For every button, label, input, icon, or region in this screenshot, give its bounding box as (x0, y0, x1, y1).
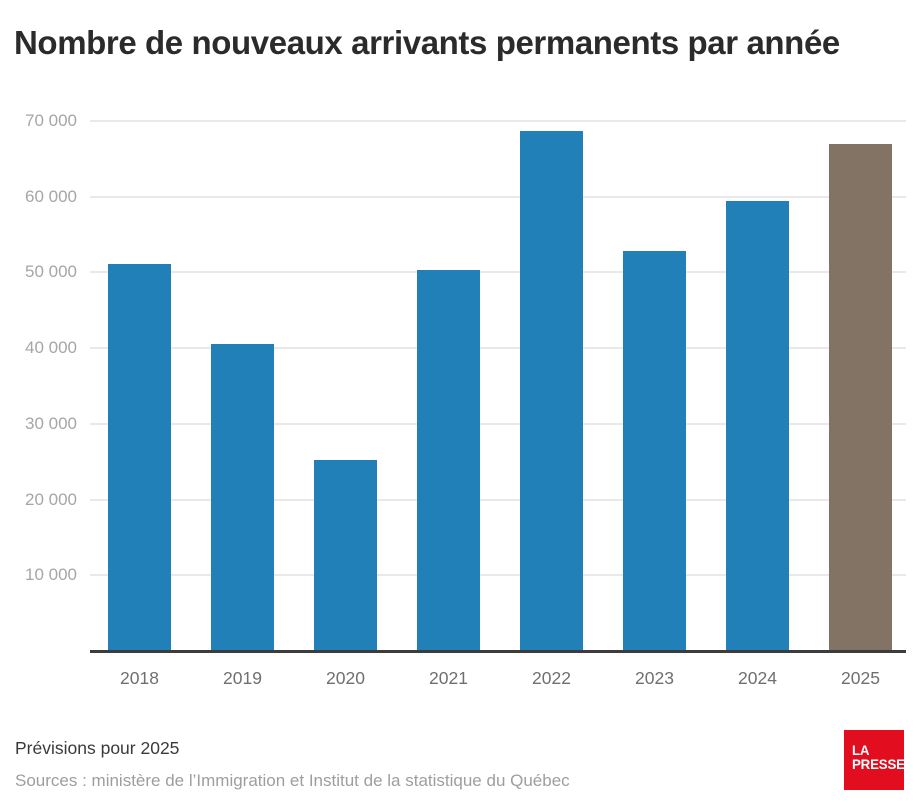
gridline-70000 (90, 120, 906, 122)
gridline-60000 (90, 195, 906, 198)
y-tick-label-20000: 20 000 (25, 489, 77, 509)
bar-2025 (829, 144, 892, 651)
y-tick-label-70000: 70 000 (25, 111, 77, 130)
bar-2024 (726, 201, 789, 651)
x-tick-label-2020: 2020 (326, 668, 365, 688)
gridline-20000 (90, 498, 906, 501)
bar-2019 (211, 344, 274, 651)
x-tick-label-2024: 2024 (738, 668, 777, 688)
x-tick-label-2025: 2025 (841, 668, 880, 688)
x-tick-label-2023: 2023 (635, 668, 674, 688)
lapresse-logo-line1: LA (852, 742, 870, 758)
gridline-50000 (90, 271, 906, 274)
chart-title: Nombre de nouveaux arrivants permanents … (14, 24, 840, 61)
bar-2023 (623, 251, 686, 651)
x-tick-label-2022: 2022 (532, 668, 571, 688)
lapresse-logo-line2: PRESSE (852, 755, 905, 772)
x-tick-label-2021: 2021 (429, 668, 468, 688)
gridline-10000 (90, 574, 906, 577)
bar-2022 (520, 131, 583, 651)
y-tick-label-40000: 40 000 (25, 338, 77, 358)
x-tick-label-2018: 2018 (120, 668, 159, 688)
x-axis-baseline (90, 650, 906, 653)
bar-2021 (417, 270, 480, 651)
forecast-note: Prévisions pour 2025 (15, 738, 180, 758)
y-tick-label-10000: 10 000 (25, 565, 77, 585)
y-tick-label-50000: 50 000 (25, 262, 77, 282)
sources-note: Sources : ministère de l’Immigration et … (15, 771, 570, 790)
bar-2018 (108, 264, 171, 651)
y-tick-label-30000: 30 000 (25, 413, 77, 433)
x-axis: 2018 2019 2020 2021 2022 2023 2024 2025 (90, 668, 906, 690)
bar-2020 (314, 460, 377, 651)
gridline-40000 (90, 347, 906, 350)
gridline-30000 (90, 422, 906, 425)
lapresse-logo: LA PRESSE (844, 730, 905, 790)
x-tick-label-2019: 2019 (223, 668, 262, 688)
y-axis: 10 000 20 000 30 000 40 000 50 000 60 000 70 0… (0, 111, 77, 651)
y-tick-label-60000: 60 000 (25, 186, 77, 206)
plot-area (90, 120, 906, 651)
